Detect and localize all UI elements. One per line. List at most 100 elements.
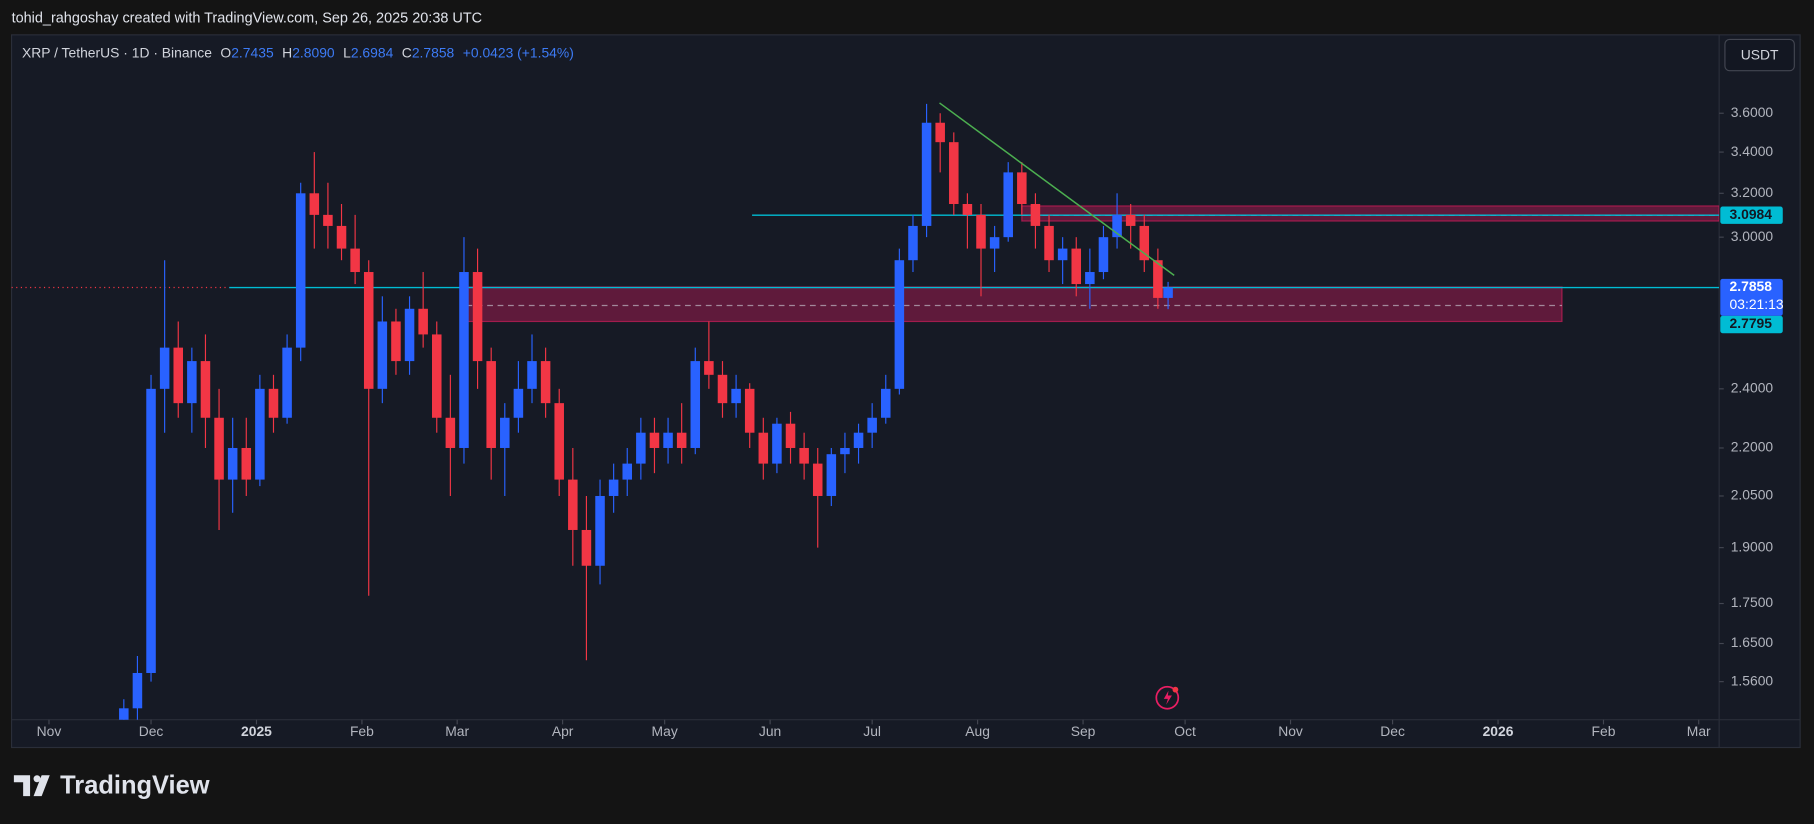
ohlc-value: 2.7435 — [231, 44, 274, 60]
price-label: 2.7858 — [1730, 278, 1773, 294]
candle-body — [636, 432, 646, 464]
candle-body — [1098, 237, 1109, 273]
candle-body — [527, 361, 537, 389]
candle-body — [309, 193, 320, 215]
candle-body — [690, 361, 701, 448]
candle-body — [976, 214, 986, 249]
trendline — [939, 102, 1175, 276]
price-label-box — [1720, 315, 1783, 334]
candle-body — [472, 272, 483, 362]
candle-body — [853, 432, 864, 448]
candle-body — [200, 361, 211, 418]
candle-body — [1044, 225, 1054, 261]
x-tick-label: Dec — [1380, 723, 1405, 739]
candle-body — [146, 388, 156, 673]
candle-body — [894, 260, 905, 389]
candle-body — [214, 417, 224, 480]
price-label-box — [1720, 206, 1783, 224]
y-tick-label: 3.0000 — [1731, 228, 1774, 244]
candle-body — [1085, 272, 1095, 285]
candle-body — [1017, 172, 1027, 204]
candle-body — [323, 214, 333, 226]
candle-body — [704, 361, 714, 375]
y-tick-label: 1.5600 — [1731, 672, 1774, 688]
candle-body — [608, 479, 619, 496]
candle-body — [758, 432, 769, 464]
candle-body — [744, 388, 755, 433]
candle-body — [1163, 287, 1173, 298]
x-tick-label: Mar — [445, 723, 469, 739]
candle-body — [336, 225, 347, 249]
price-label-box — [1720, 278, 1783, 316]
chart-panel — [10, 34, 1801, 749]
candle-body — [921, 122, 932, 226]
candle-body — [717, 374, 728, 404]
candle-body — [241, 447, 252, 480]
candle-body — [731, 388, 741, 404]
candle-body — [268, 388, 279, 418]
y-tick-label: 3.6000 — [1731, 104, 1774, 120]
candle-body — [554, 403, 564, 480]
ohlc-label: C — [402, 44, 412, 60]
candle-body — [622, 463, 633, 480]
ohlc-value: 2.6984 — [351, 44, 394, 60]
candle-body — [418, 308, 428, 335]
x-tick-label: May — [652, 723, 678, 739]
candle-body — [513, 388, 524, 418]
x-tick-label: Oct — [1174, 723, 1196, 739]
candle-body — [568, 479, 578, 530]
x-tick-label: Nov — [37, 723, 62, 739]
candle-body — [377, 321, 388, 389]
candle-body — [1071, 248, 1082, 285]
candle-body — [227, 447, 238, 480]
candle-body — [595, 495, 605, 566]
ohlc-label: L — [343, 44, 351, 60]
x-tick-label: Jul — [863, 723, 881, 739]
y-tick-label: 3.4000 — [1731, 143, 1774, 159]
candle-body — [962, 203, 973, 215]
y-tick-label: 2.4000 — [1731, 380, 1774, 396]
alert-icon[interactable] — [1155, 685, 1180, 710]
symbol-header: XRP / TetherUS · 1D · Binance O2.7435 H2… — [22, 44, 574, 60]
countdown: 03:21:13 — [1730, 296, 1784, 312]
currency[interactable]: USDT — [1741, 46, 1779, 62]
logo-mark — [33, 775, 50, 797]
candle-body — [132, 672, 143, 709]
candle-body — [500, 417, 510, 448]
candle-body — [880, 388, 891, 418]
plot-area — [11, 102, 1720, 720]
x-tick-label: Mar — [1687, 723, 1711, 739]
x-tick-label: 2025 — [241, 723, 272, 739]
candle-body — [649, 432, 660, 448]
candle-body — [772, 423, 782, 464]
candle-body — [785, 423, 796, 448]
x-tick-label: Feb — [350, 723, 374, 739]
ohlc-label: O — [220, 44, 231, 60]
candle-body — [173, 347, 184, 404]
candle-body — [676, 432, 687, 448]
brand: TradingView — [60, 772, 210, 800]
y-tick-label: 1.6500 — [1731, 634, 1774, 650]
credit: tohid_rahgoshay created with TradingView… — [12, 10, 483, 26]
x-tick-label: Aug — [965, 723, 990, 739]
y-tick-label: 2.2000 — [1731, 439, 1774, 455]
candle-body — [1057, 248, 1068, 261]
brand-logo — [13, 775, 50, 797]
candle-body — [1003, 172, 1013, 238]
ohlc-label: H — [282, 44, 292, 60]
candle-body — [295, 193, 306, 348]
candle-body — [282, 347, 292, 418]
ohlc-value: 2.7858 — [412, 44, 455, 60]
x-tick-label: Jun — [759, 723, 781, 739]
logo-mark — [13, 775, 31, 797]
ohlc-value: 2.8090 — [292, 44, 335, 60]
price-label: 2.7795 — [1730, 315, 1773, 331]
x-tick-label: Apr — [552, 723, 574, 739]
candle-body — [663, 432, 673, 448]
currency-button[interactable] — [1724, 38, 1795, 72]
candle-body — [404, 308, 415, 362]
candle-body — [1153, 260, 1163, 298]
alert-dot — [1172, 686, 1179, 693]
candle-body — [826, 454, 837, 496]
